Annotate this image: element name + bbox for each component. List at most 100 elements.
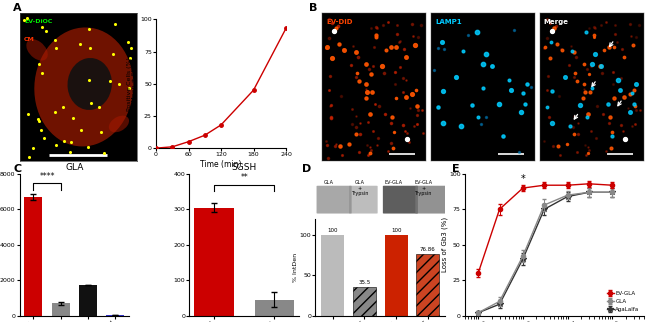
Point — [335, 144, 345, 149]
Point — [597, 70, 607, 75]
Point — [603, 101, 614, 107]
Point — [22, 15, 32, 20]
Point — [589, 34, 599, 39]
Point — [410, 43, 421, 48]
Point — [487, 63, 497, 69]
Point — [582, 114, 592, 119]
Point — [339, 48, 349, 53]
Ellipse shape — [109, 116, 129, 132]
Point — [402, 136, 412, 141]
Text: LAMP1: LAMP1 — [435, 19, 462, 25]
Point — [608, 70, 619, 75]
Point — [85, 100, 96, 105]
Point — [395, 64, 405, 69]
Point — [413, 108, 424, 113]
Y-axis label: Positive Cells (%)
(Mean ± SD): Positive Cells (%) (Mean ± SD) — [127, 57, 137, 111]
Point — [591, 135, 601, 140]
Text: GLA
+
Trypsin: GLA + Trypsin — [351, 180, 368, 196]
Point — [32, 117, 43, 122]
Point — [595, 63, 605, 68]
Point — [327, 55, 337, 61]
Point — [625, 109, 635, 114]
Point — [23, 111, 34, 116]
Point — [94, 105, 104, 110]
Point — [560, 75, 570, 80]
Point — [36, 127, 46, 132]
Point — [320, 139, 331, 144]
Point — [610, 23, 620, 28]
Point — [37, 24, 47, 30]
Point — [324, 87, 335, 92]
Point — [573, 131, 584, 137]
Point — [542, 87, 552, 92]
Point — [509, 28, 519, 33]
Point — [390, 70, 400, 75]
Point — [325, 104, 335, 109]
Point — [389, 81, 400, 86]
Point — [480, 115, 491, 120]
Point — [365, 145, 375, 150]
Point — [580, 142, 591, 147]
Point — [84, 78, 94, 83]
Point — [370, 33, 381, 38]
Point — [609, 95, 619, 100]
Point — [578, 96, 589, 101]
Point — [395, 38, 405, 43]
FancyBboxPatch shape — [383, 186, 418, 213]
Point — [590, 26, 600, 31]
Point — [325, 74, 335, 79]
Point — [326, 20, 337, 25]
Point — [629, 88, 640, 93]
Point — [631, 108, 642, 113]
Point — [380, 111, 390, 116]
Point — [519, 102, 530, 107]
Point — [547, 120, 557, 126]
Point — [450, 75, 461, 80]
Point — [580, 30, 591, 35]
Point — [590, 51, 601, 56]
Point — [366, 71, 376, 76]
Point — [346, 121, 357, 126]
Point — [437, 17, 447, 23]
Point — [350, 125, 361, 130]
Point — [417, 108, 427, 113]
Point — [522, 81, 532, 86]
Point — [582, 111, 593, 116]
Point — [322, 143, 332, 148]
Point — [627, 124, 638, 129]
Point — [320, 46, 331, 51]
Point — [96, 129, 107, 134]
Point — [385, 120, 396, 125]
Point — [619, 94, 629, 99]
Point — [506, 87, 516, 92]
Point — [34, 119, 45, 124]
Point — [49, 109, 60, 114]
Point — [353, 55, 363, 60]
Point — [571, 55, 581, 60]
Point — [623, 105, 633, 110]
Point — [361, 90, 372, 95]
Point — [543, 114, 554, 119]
Bar — [194, 207, 233, 316]
Point — [433, 104, 443, 109]
Point — [579, 81, 590, 87]
Point — [374, 103, 384, 109]
Point — [545, 20, 555, 25]
Point — [404, 139, 415, 144]
Bar — [79, 285, 97, 316]
Point — [582, 145, 593, 150]
Y-axis label: Loss of Gb3 (%): Loss of Gb3 (%) — [441, 217, 448, 272]
Point — [601, 148, 612, 153]
Point — [58, 138, 69, 143]
Point — [398, 90, 408, 95]
Point — [604, 114, 615, 119]
Point — [565, 124, 575, 129]
Point — [412, 113, 423, 118]
Ellipse shape — [27, 39, 47, 61]
Text: A: A — [13, 3, 21, 13]
Point — [582, 67, 592, 72]
Bar — [107, 315, 124, 316]
Point — [350, 131, 361, 137]
Ellipse shape — [68, 58, 112, 110]
Point — [348, 43, 358, 48]
